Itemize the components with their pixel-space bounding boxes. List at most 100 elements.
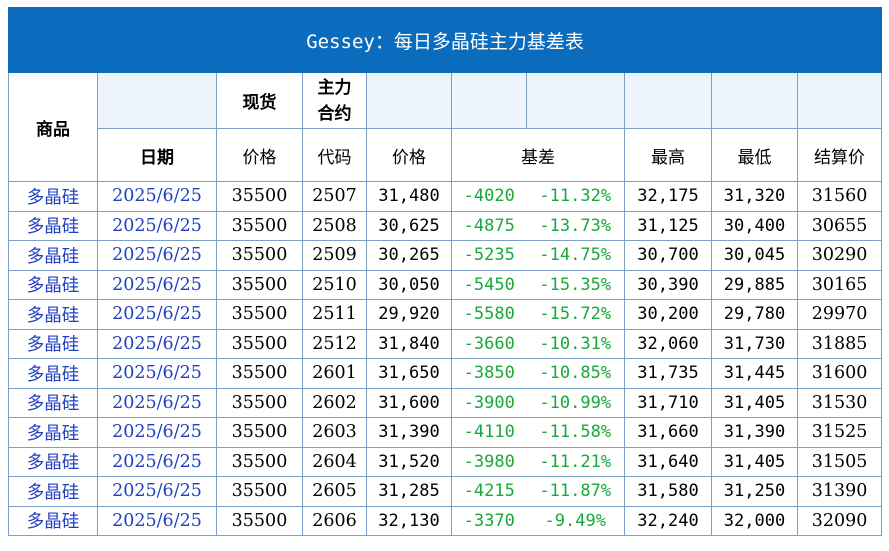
cell-product: 多晶硅	[8, 387, 98, 418]
cell-basis-pct: -14.75%	[526, 240, 625, 271]
header-blank-date	[97, 72, 217, 129]
cell-price: 31,520	[366, 446, 452, 477]
cell-basis-pct: -10.99%	[526, 387, 625, 418]
table-row: 多晶硅 2025/6/25 35500 2508 30,625 -4875 -1…	[8, 210, 883, 241]
cell-basis: -3850	[451, 358, 527, 389]
header-date: 日期	[97, 128, 217, 182]
table-title: Gessey：每日多晶硅主力基差表	[7, 7, 883, 73]
cell-code: 2606	[302, 505, 367, 536]
header-spot-price: 价格	[216, 128, 303, 182]
header-spot: 现货	[216, 72, 303, 129]
cell-low: 30,400	[711, 210, 798, 241]
header-blank-price	[366, 72, 452, 129]
cell-code: 2603	[302, 417, 367, 448]
cell-spot: 35500	[216, 505, 303, 536]
cell-basis-pct: -11.32%	[526, 181, 625, 212]
cell-product: 多晶硅	[8, 446, 98, 477]
cell-price: 32,130	[366, 505, 452, 536]
cell-price: 31,480	[366, 181, 452, 212]
cell-price: 31,600	[366, 387, 452, 418]
cell-date: 2025/6/25	[97, 446, 217, 477]
cell-basis: -4875	[451, 210, 527, 241]
cell-low: 31,320	[711, 181, 798, 212]
cell-high: 31,640	[624, 446, 712, 477]
cell-date: 2025/6/25	[97, 269, 217, 300]
cell-price: 30,050	[366, 269, 452, 300]
cell-spot: 35500	[216, 417, 303, 448]
table-row: 多晶硅 2025/6/25 35500 2606 32,130 -3370 -9…	[8, 505, 883, 536]
cell-code: 2605	[302, 476, 367, 507]
cell-code: 2604	[302, 446, 367, 477]
cell-settle: 31560	[796, 181, 883, 212]
cell-spot: 35500	[216, 358, 303, 389]
cell-code: 2510	[302, 269, 367, 300]
cell-low: 29,780	[711, 299, 798, 330]
cell-date: 2025/6/25	[97, 181, 217, 212]
cell-spot: 35500	[216, 210, 303, 241]
table-row: 多晶硅 2025/6/25 35500 2510 30,050 -5450 -1…	[8, 269, 883, 300]
header-blank-high	[624, 72, 712, 129]
cell-low: 31,405	[711, 446, 798, 477]
cell-high: 30,700	[624, 240, 712, 271]
cell-basis: -3660	[451, 328, 527, 359]
cell-settle: 29970	[796, 299, 883, 330]
cell-price: 30,265	[366, 240, 452, 271]
cell-basis: -4110	[451, 417, 527, 448]
cell-basis: -4215	[451, 476, 527, 507]
cell-settle: 31525	[796, 417, 883, 448]
cell-product: 多晶硅	[8, 299, 98, 330]
table-row: 多晶硅 2025/6/25 35500 2602 31,600 -3900 -1…	[8, 387, 883, 418]
header-settle: 结算价	[796, 128, 883, 182]
cell-spot: 35500	[216, 476, 303, 507]
cell-price: 31,840	[366, 328, 452, 359]
cell-high: 31,580	[624, 476, 712, 507]
cell-high: 31,125	[624, 210, 712, 241]
cell-basis-pct: -10.85%	[526, 358, 625, 389]
cell-spot: 35500	[216, 269, 303, 300]
cell-date: 2025/6/25	[97, 476, 217, 507]
table-row: 多晶硅 2025/6/25 35500 2604 31,520 -3980 -1…	[8, 446, 883, 477]
cell-product: 多晶硅	[8, 181, 98, 212]
cell-settle: 30165	[796, 269, 883, 300]
cell-code: 2511	[302, 299, 367, 330]
cell-low: 31,390	[711, 417, 798, 448]
header-blank-basis-a	[451, 72, 527, 129]
cell-code: 2507	[302, 181, 367, 212]
header-product: 商品	[8, 72, 98, 182]
cell-settle: 30290	[796, 240, 883, 271]
table-row: 多晶硅 2025/6/25 35500 2512 31,840 -3660 -1…	[8, 328, 883, 359]
cell-product: 多晶硅	[8, 505, 98, 536]
cell-basis: -3900	[451, 387, 527, 418]
cell-settle: 31885	[796, 328, 883, 359]
cell-code: 2601	[302, 358, 367, 389]
table-row: 多晶硅 2025/6/25 35500 2601 31,650 -3850 -1…	[8, 358, 883, 389]
cell-spot: 35500	[216, 240, 303, 271]
cell-settle: 31390	[796, 476, 883, 507]
cell-basis: -4020	[451, 181, 527, 212]
cell-basis-pct: -11.87%	[526, 476, 625, 507]
cell-code: 2509	[302, 240, 367, 271]
basis-table-sheet: Gessey：每日多晶硅主力基差表 商品 现货 主力合约 日期 价格 代码 价格…	[7, 7, 883, 536]
cell-spot: 35500	[216, 446, 303, 477]
header-price: 价格	[366, 128, 452, 182]
cell-date: 2025/6/25	[97, 358, 217, 389]
cell-high: 32,060	[624, 328, 712, 359]
cell-price: 29,920	[366, 299, 452, 330]
cell-date: 2025/6/25	[97, 299, 217, 330]
cell-high: 31,660	[624, 417, 712, 448]
cell-low: 31,445	[711, 358, 798, 389]
cell-basis: -5580	[451, 299, 527, 330]
cell-low: 31,250	[711, 476, 798, 507]
cell-settle: 30655	[796, 210, 883, 241]
cell-date: 2025/6/25	[97, 328, 217, 359]
cell-basis-pct: -15.35%	[526, 269, 625, 300]
cell-product: 多晶硅	[8, 269, 98, 300]
cell-code: 2602	[302, 387, 367, 418]
cell-date: 2025/6/25	[97, 210, 217, 241]
header-blank-low	[711, 72, 798, 129]
cell-date: 2025/6/25	[97, 417, 217, 448]
cell-settle: 31530	[796, 387, 883, 418]
cell-spot: 35500	[216, 299, 303, 330]
cell-product: 多晶硅	[8, 210, 98, 241]
cell-low: 31,730	[711, 328, 798, 359]
